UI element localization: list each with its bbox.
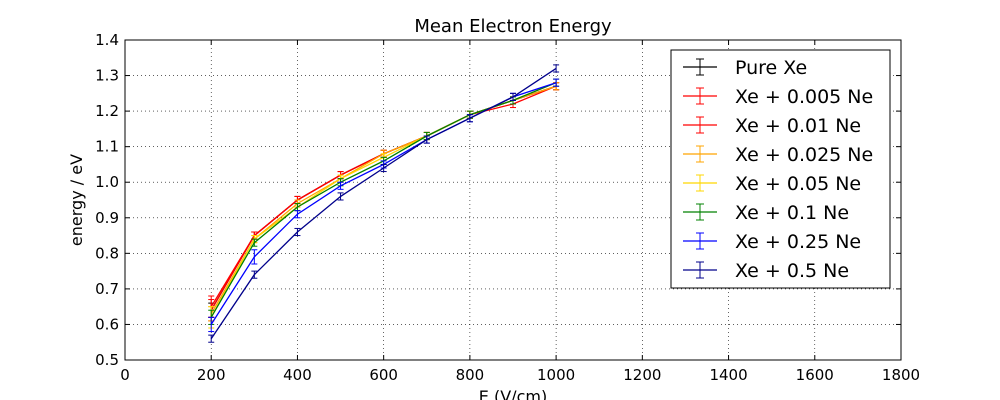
x-tick-label: 1600 bbox=[796, 366, 834, 384]
legend-label: Xe + 0.1 Ne bbox=[735, 202, 849, 224]
legend-label: Xe + 0.5 Ne bbox=[735, 260, 849, 282]
legend-box bbox=[670, 49, 891, 289]
error-bar bbox=[251, 270, 258, 279]
legend-item: Xe + 0.01 Ne bbox=[683, 115, 861, 137]
error-bar bbox=[294, 210, 301, 219]
y-tick-label: 1.3 bbox=[95, 67, 119, 85]
x-tick-label: 600 bbox=[369, 366, 398, 384]
series-lines bbox=[208, 64, 560, 343]
x-axis-label: E (V/cm) bbox=[479, 387, 547, 400]
legend-label: Xe + 0.025 Ne bbox=[735, 144, 873, 166]
legend-label: Xe + 0.005 Ne bbox=[735, 86, 873, 108]
legend-label: Pure Xe bbox=[735, 57, 807, 79]
error-bar bbox=[251, 238, 258, 247]
chart-title: Mean Electron Energy bbox=[414, 16, 612, 37]
y-tick-label: 0.8 bbox=[95, 244, 119, 262]
legend: Pure Xe Xe + 0.005 Ne Xe + 0.01 Ne Xe + 0.0… bbox=[670, 49, 891, 289]
x-tick-label: 1400 bbox=[709, 366, 747, 384]
plot-area-frame bbox=[124, 39, 902, 361]
x-tick-label: 1800 bbox=[882, 366, 920, 384]
error-bar bbox=[380, 163, 387, 173]
error-bar bbox=[294, 227, 301, 237]
y-tick-label: 1.4 bbox=[95, 31, 119, 49]
y-tick-label: 0.6 bbox=[95, 315, 119, 333]
error-bar bbox=[553, 64, 560, 73]
legend-item: Xe + 0.005 Ne bbox=[683, 86, 873, 108]
error-bar bbox=[553, 78, 560, 87]
series-7 bbox=[208, 64, 560, 343]
legend-item: Pure Xe bbox=[683, 57, 807, 79]
error-bar bbox=[337, 181, 344, 190]
axis-ticks: 0 200 400 600 800 1000 1200 1400 1600 1800 0.5 0.6 0… bbox=[95, 31, 920, 384]
x-tick-label: 800 bbox=[456, 366, 485, 384]
y-tick-label: 0.7 bbox=[95, 280, 119, 298]
legend-item: Xe + 0.025 Ne bbox=[683, 144, 873, 166]
legend-item: Xe + 0.1 Ne bbox=[683, 202, 849, 224]
legend-item: Xe + 0.25 Ne bbox=[683, 231, 861, 253]
y-tick-label: 1.1 bbox=[95, 138, 119, 156]
y-tick-label: 1.2 bbox=[95, 102, 119, 120]
error-bar bbox=[423, 135, 430, 144]
error-bar bbox=[208, 334, 215, 343]
legend-item: Xe + 0.05 Ne bbox=[683, 173, 861, 195]
x-tick-label: 200 bbox=[197, 366, 226, 384]
error-bar bbox=[208, 316, 215, 333]
x-tick-label: 1200 bbox=[623, 366, 661, 384]
error-bar bbox=[510, 92, 516, 101]
x-tick-label: 1000 bbox=[537, 366, 575, 384]
error-bar bbox=[337, 192, 344, 201]
x-tick-label: 400 bbox=[283, 366, 312, 384]
error-bar bbox=[466, 114, 473, 123]
error-bar bbox=[251, 249, 258, 265]
y-tick-label: 0.9 bbox=[95, 209, 119, 227]
legend-item: Xe + 0.5 Ne bbox=[683, 260, 849, 282]
x-tick-label: 0 bbox=[120, 366, 130, 384]
y-tick-label: 0.5 bbox=[95, 351, 119, 369]
legend-label: Xe + 0.25 Ne bbox=[735, 231, 861, 253]
legend-label: Xe + 0.01 Ne bbox=[735, 115, 861, 137]
legend-label: Xe + 0.05 Ne bbox=[735, 173, 861, 195]
y-tick-label: 1.0 bbox=[95, 173, 119, 191]
y-axis-label: energy / eV bbox=[67, 154, 86, 246]
